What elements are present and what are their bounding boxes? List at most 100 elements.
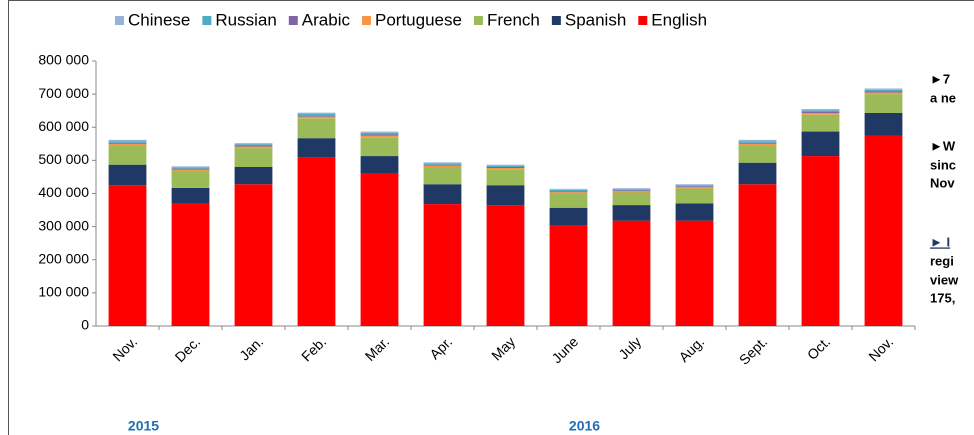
bar-segment [864, 92, 903, 95]
bar-segment [738, 141, 777, 143]
x-tick-label: July [615, 333, 644, 362]
bar-segment [360, 173, 399, 326]
bar-segment [864, 135, 903, 326]
x-tick-label: Jan. [236, 333, 266, 363]
bar-segment [234, 167, 273, 185]
bar-segment [108, 185, 147, 326]
bar-segment [738, 139, 777, 142]
bar-segment [801, 112, 840, 114]
bar-segment [801, 110, 840, 113]
bar-segment [864, 94, 903, 114]
x-tick-label: Nov. [109, 333, 140, 364]
bar-segment [801, 156, 840, 326]
side-note: sinc [930, 157, 956, 172]
year-label: 2016 [569, 418, 600, 434]
bar-segment [675, 220, 714, 326]
bar-segment [801, 113, 840, 115]
bar-segment [423, 165, 462, 167]
bar-segment [171, 170, 210, 188]
bar-segment [549, 188, 588, 190]
bar-segment [612, 188, 651, 190]
bar-segment [360, 137, 399, 157]
side-note: 175, [930, 290, 955, 305]
bar-segment [864, 89, 903, 92]
bar-segment [801, 131, 840, 157]
legend-label: Chinese [128, 10, 190, 29]
bar-segment [549, 191, 588, 193]
bar-segment [171, 203, 210, 326]
bar-segment [864, 113, 903, 136]
legend-swatch [551, 16, 561, 25]
bar-segment [549, 225, 588, 326]
bar-segment [864, 91, 903, 93]
bar-segment [738, 145, 777, 163]
bar-segment [486, 164, 525, 166]
bar-segment [360, 131, 399, 133]
y-tick-label: 700 000 [38, 85, 89, 101]
bar-segment [234, 146, 273, 149]
bar-segment [297, 114, 336, 116]
bar-segment [171, 168, 210, 170]
bar-segment [738, 162, 777, 185]
bar-segment [486, 165, 525, 167]
x-tick-label: Oct. [804, 333, 833, 362]
bar-segment [675, 186, 714, 188]
bar-segment [234, 144, 273, 146]
bar-segment [675, 203, 714, 221]
x-tick-label: Feb. [298, 333, 329, 364]
y-tick-label: 500 000 [38, 151, 89, 167]
side-note: ►7 [930, 71, 950, 86]
legend-swatch [115, 16, 124, 25]
bar-segment [864, 88, 903, 90]
bar-segment [360, 132, 399, 135]
bar-segment [801, 109, 840, 111]
bar-segment [423, 204, 462, 326]
bar-segment [486, 205, 525, 326]
bar-segment [108, 141, 147, 143]
bar-segment [486, 167, 525, 170]
bar-segment [360, 156, 399, 174]
x-tick-label: Apr. [426, 333, 455, 362]
bar-segment [801, 114, 840, 132]
legend-label: French [487, 10, 540, 29]
bar-segment [297, 116, 336, 119]
bar-segment [234, 145, 273, 147]
bar-segment [297, 115, 336, 117]
bar-segment [423, 167, 462, 185]
legend-swatch [288, 16, 298, 25]
y-tick-label: 600 000 [38, 118, 89, 134]
bar-segment [486, 185, 525, 206]
legend-label: Russian [215, 10, 276, 29]
bar-segment [108, 164, 147, 186]
bar-segment [234, 143, 273, 145]
bar-segment [549, 192, 588, 194]
bar-segment [612, 189, 651, 191]
side-note[interactable]: ► I [930, 234, 950, 249]
bar-segment [360, 134, 399, 136]
bar-segment [675, 188, 714, 204]
bar-segment [549, 207, 588, 226]
bar-segment [675, 187, 714, 189]
bar-segment [297, 157, 336, 326]
legend-label: Arabic [302, 10, 351, 29]
bar-segment [297, 112, 336, 114]
legend-swatch [361, 16, 371, 25]
x-tick-label: May [488, 333, 518, 363]
bar-segment [108, 142, 147, 144]
bar-segment [297, 138, 336, 158]
bar-segment [360, 135, 399, 138]
side-note: view [930, 272, 959, 287]
bar-segment [738, 143, 777, 146]
bar-segment [171, 167, 210, 169]
bar-segment [612, 220, 651, 326]
bar-segment [486, 169, 525, 186]
chart-frame [8, 0, 974, 435]
side-note: ►W [930, 138, 956, 153]
bar-segment [108, 139, 147, 142]
y-tick-label: 0 [81, 317, 89, 333]
legend-label: Portuguese [375, 10, 462, 29]
bar-segment [171, 166, 210, 168]
bar-segment [612, 205, 651, 221]
x-tick-label: Nov. [865, 333, 896, 364]
